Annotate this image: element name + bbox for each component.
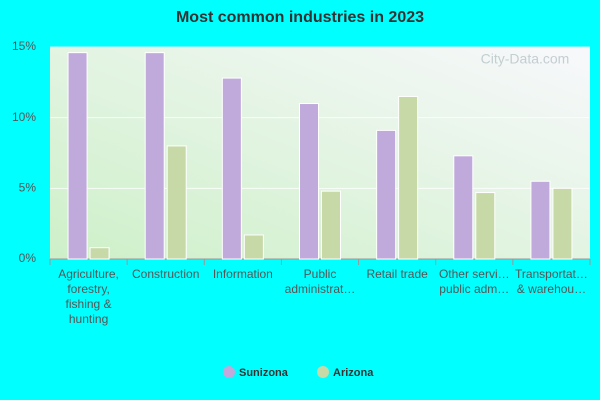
x-tick-label: Retail trade [366,267,428,281]
bar [144,52,165,260]
y-tick-label: 15% [12,39,36,53]
x-tick-label: Public administrat… [284,267,356,296]
x-tick-label: Other servi… public adm… [438,267,510,296]
y-tick-label: 10% [12,110,36,124]
x-tick-label: Transportat… & warehou… [514,267,588,296]
bar [552,187,573,260]
bar [376,129,397,260]
bar [299,103,319,260]
x-tick-label: Construction [132,267,200,281]
legend-swatch [317,366,329,378]
bar [89,247,110,260]
bar [221,77,242,260]
chart-title: Most common industries in 2023 [176,9,424,26]
bar [243,234,264,260]
bar [321,190,341,260]
legend-swatch [223,366,235,378]
plot-area [50,47,590,259]
y-tick-label: 5% [19,181,37,195]
bar [398,95,419,260]
bar [453,155,474,260]
bar [530,180,551,260]
bar [67,52,88,260]
bar [475,192,496,260]
x-tick-label: Agriculture, forestry, fishing & hunting [58,267,119,326]
x-tick-label: Information [212,267,273,281]
watermark: City-Data.com [481,51,570,67]
legend-label: Sunizona [239,367,289,379]
y-tick-label: 0% [19,251,37,265]
bar [166,145,187,260]
legend-label: Arizona [333,367,374,379]
